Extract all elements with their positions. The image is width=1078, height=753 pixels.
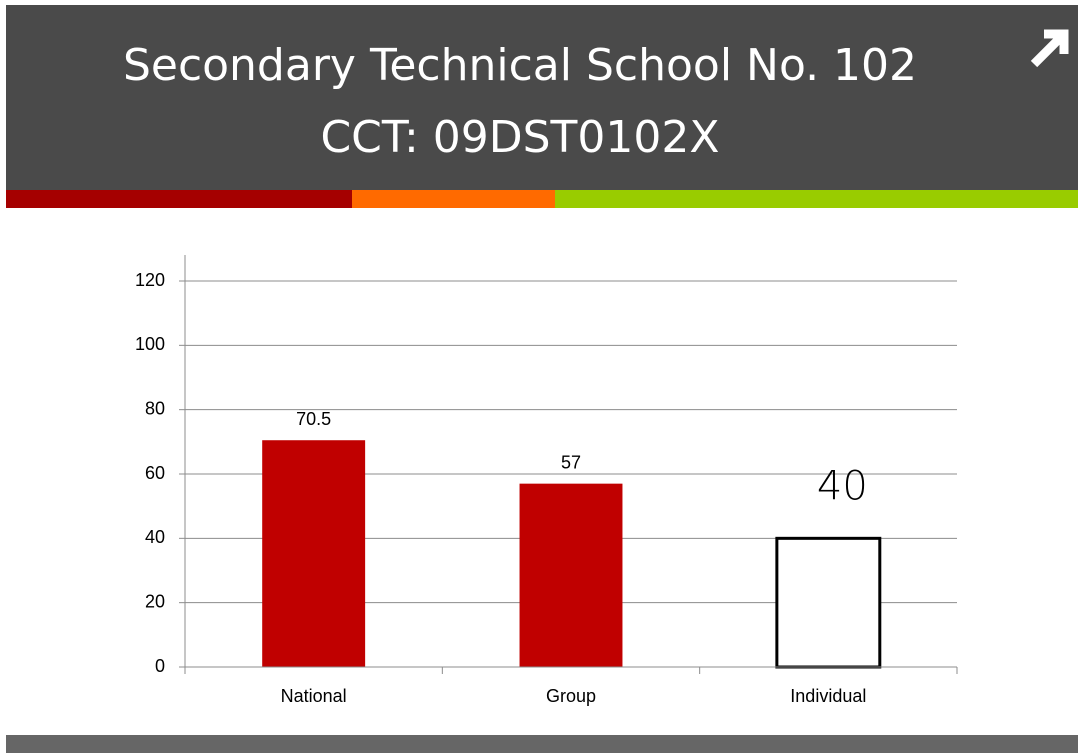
footer-bar xyxy=(6,735,1078,753)
bar xyxy=(775,536,882,669)
y-tick-label: 0 xyxy=(155,656,165,676)
bar xyxy=(262,440,366,667)
x-tick-label: Individual xyxy=(790,686,866,706)
x-tick-label: National xyxy=(281,686,347,706)
accent-stripe xyxy=(352,190,555,208)
y-tick-label: 80 xyxy=(145,398,165,418)
value-label: 57 xyxy=(561,452,581,472)
title: Secondary Technical School No. 102 xyxy=(123,40,917,91)
subtitle: CCT: 09DST0102X xyxy=(320,112,719,163)
value-label: 70.5 xyxy=(296,409,331,429)
accent-stripe xyxy=(555,190,1078,208)
x-tick-label: Group xyxy=(546,686,596,706)
expand-icon[interactable] xyxy=(1030,29,1069,68)
header-bar xyxy=(6,5,1078,190)
value-label-handwritten: 40 xyxy=(817,463,868,509)
y-tick-label: 100 xyxy=(135,334,165,354)
y-tick-label: 60 xyxy=(145,463,165,483)
y-tick-label: 120 xyxy=(135,270,165,290)
y-tick-label: 20 xyxy=(145,591,165,611)
y-tick-label: 40 xyxy=(145,527,165,547)
accent-stripe xyxy=(6,190,352,208)
chart: 0 20 40 60 80 100 120 National 70.5 Group 57 Indivi… xyxy=(135,255,958,706)
bar xyxy=(519,483,623,667)
